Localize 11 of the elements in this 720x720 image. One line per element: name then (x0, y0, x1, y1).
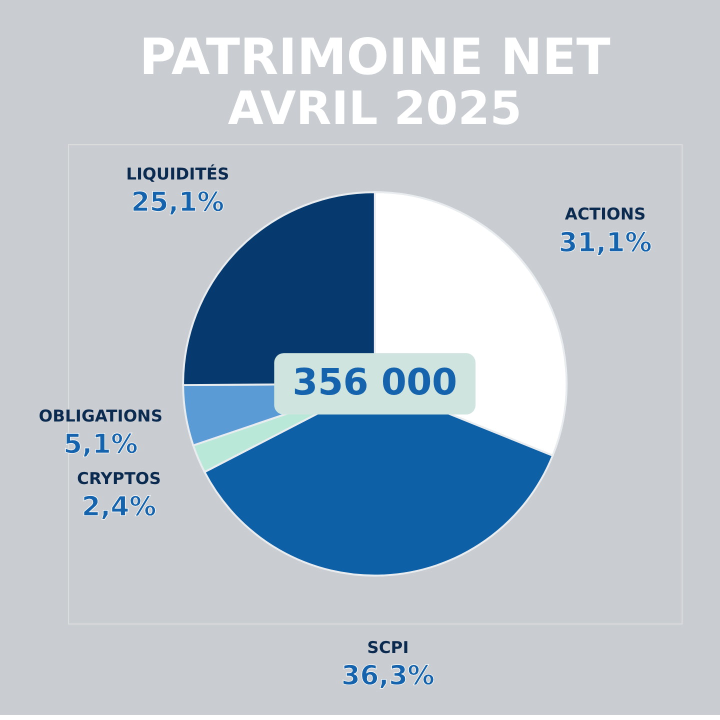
slice-label: SCPI (367, 638, 409, 657)
slice-label: OBLIGATIONS (38, 406, 163, 426)
slice-label: CRYPTOS (77, 469, 162, 488)
data-label: 31,1% (558, 227, 652, 258)
slice-label: LIQUIDITÉS (126, 163, 230, 184)
data-label: 5,1% (63, 428, 138, 460)
text: 356 000 (292, 360, 458, 404)
data-label: 25,1% (131, 186, 224, 218)
data-label: 36,3% (341, 660, 435, 692)
data-label: 2,4% (82, 492, 156, 523)
slice-label: ACTIONS (564, 204, 646, 224)
